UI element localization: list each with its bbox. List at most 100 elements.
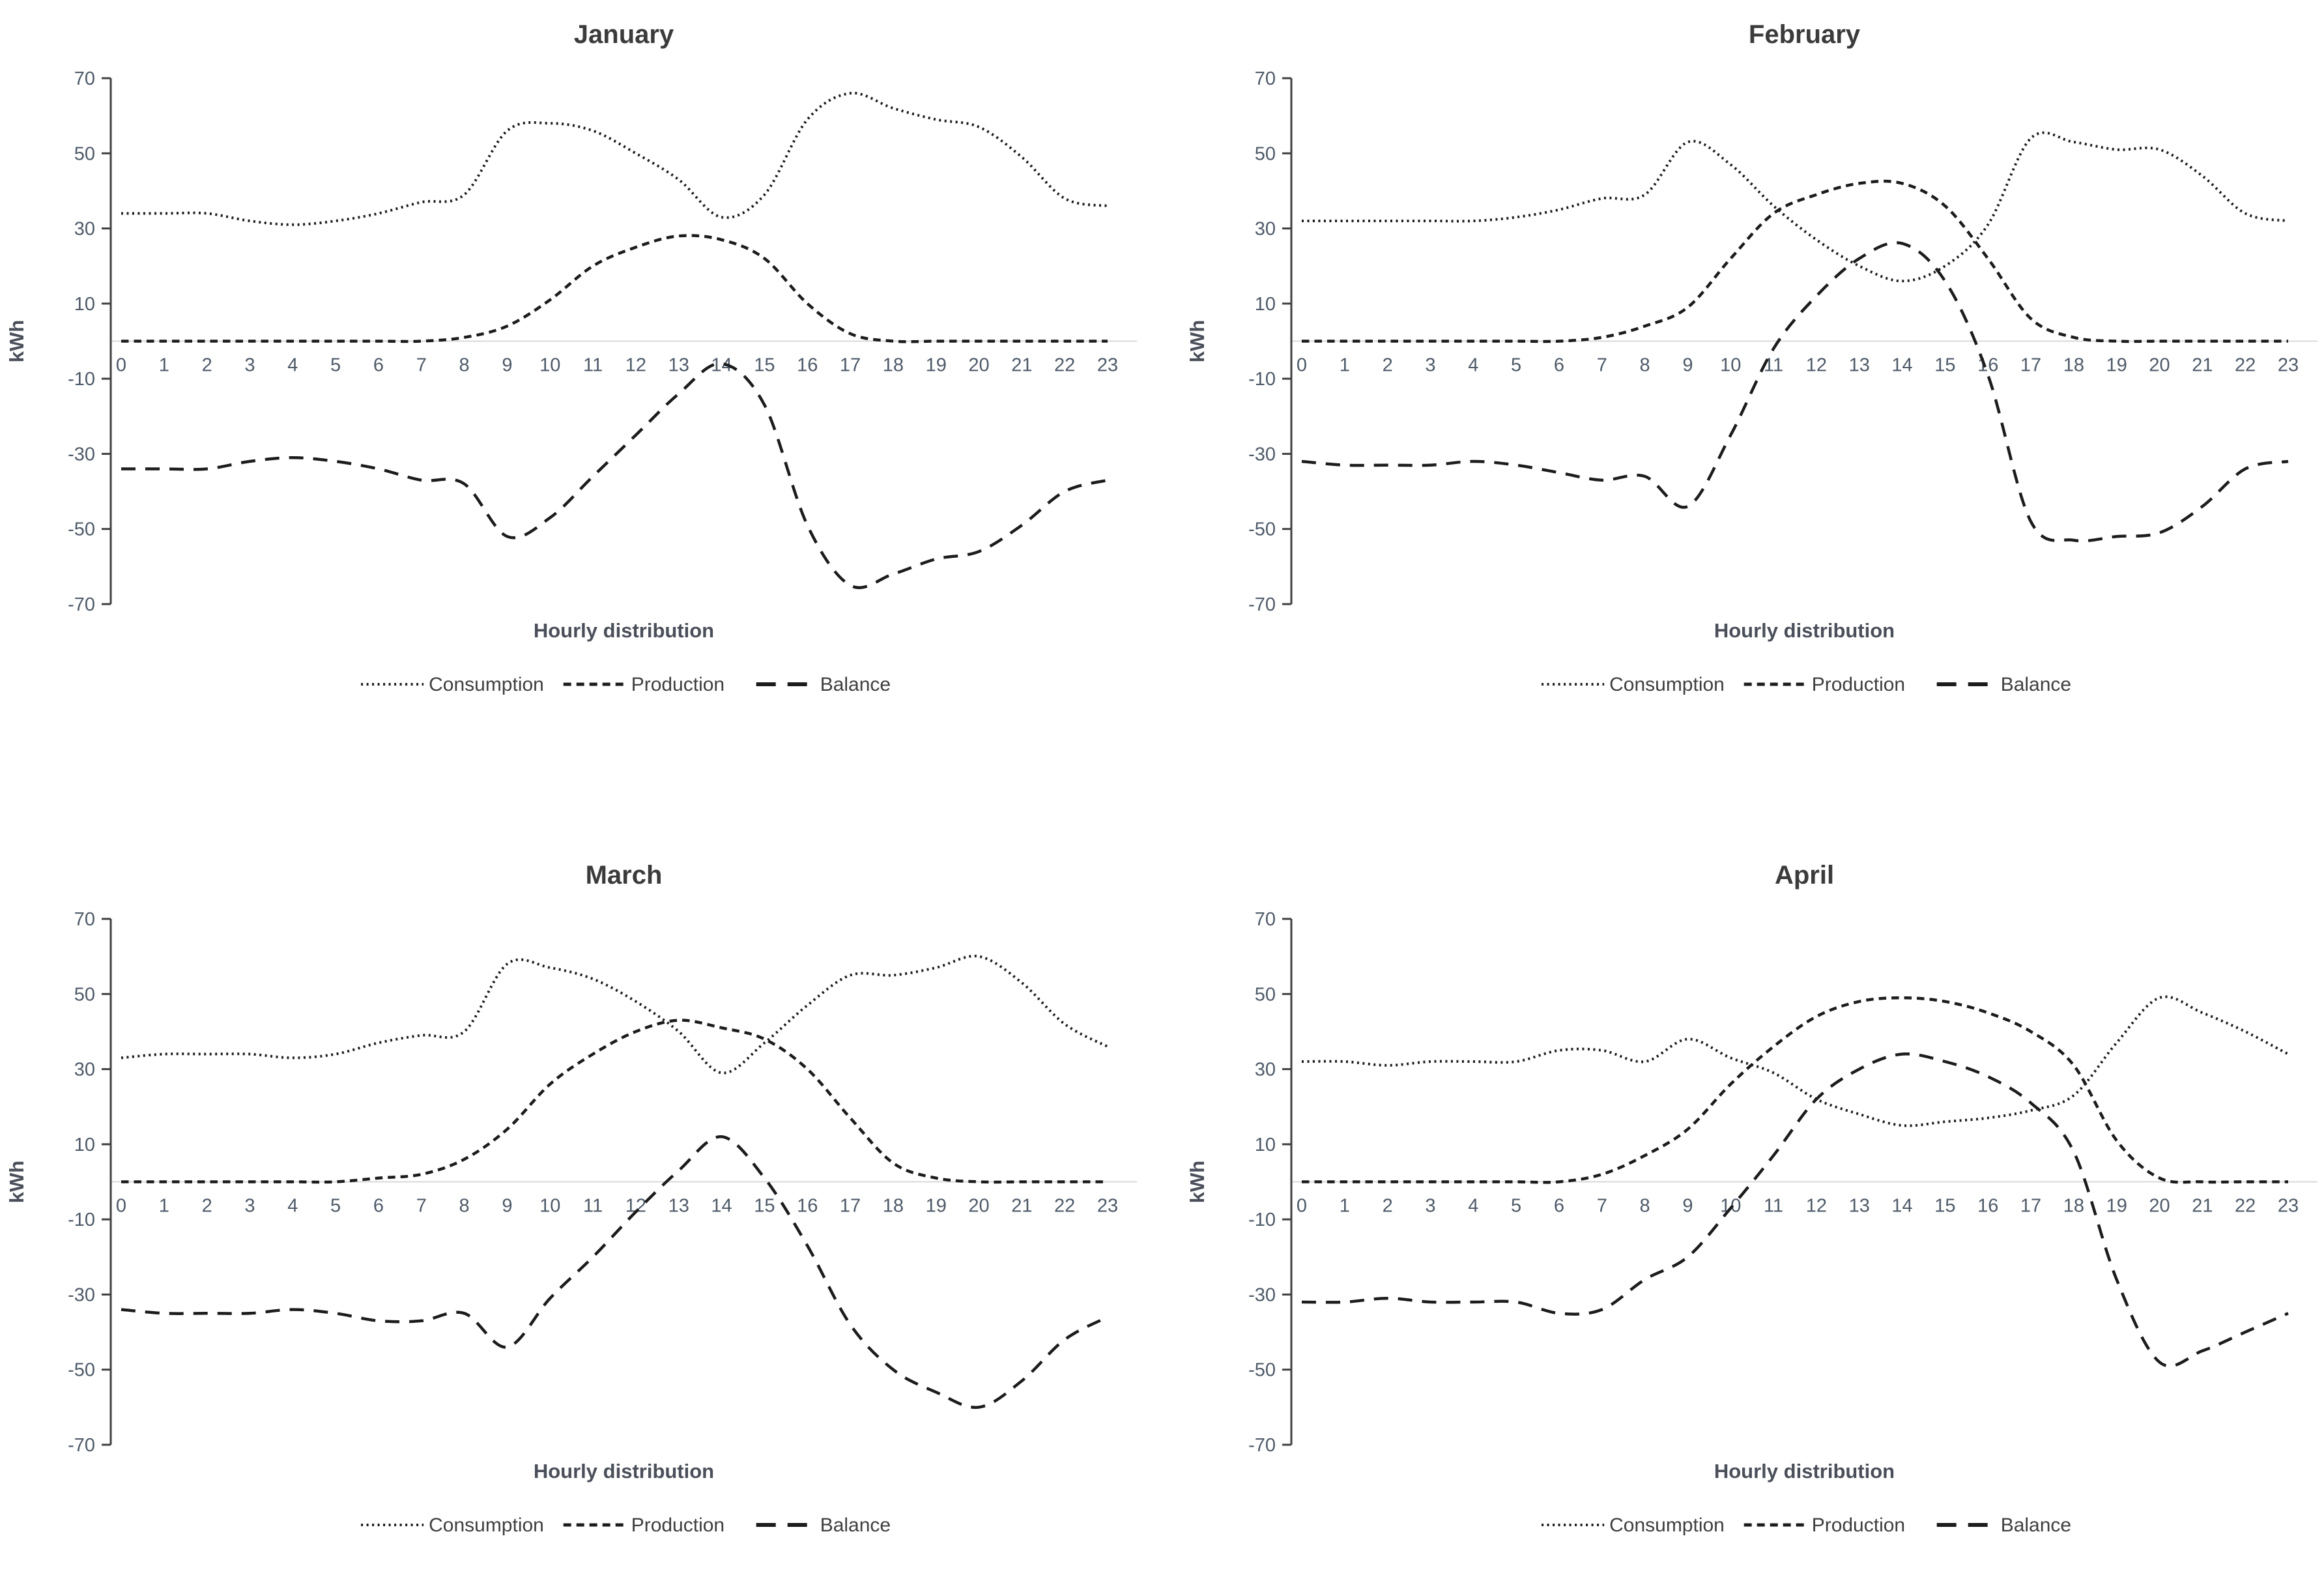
x-tick-label: 19 [926, 1196, 947, 1217]
x-tick-label: 13 [668, 1196, 689, 1217]
x-tick-label: 10 [1720, 355, 1741, 376]
series-line-production [121, 234, 1108, 343]
legend-item-consumption: Consumption [361, 1514, 544, 1536]
x-tick-label: 11 [1764, 1196, 1783, 1217]
x-tick-label: 13 [1849, 1196, 1870, 1217]
legend-label: Balance [2001, 674, 2071, 695]
legend-label: Production [631, 674, 724, 695]
x-tick-label: 7 [416, 355, 427, 376]
x-tick-label: 12 [1806, 355, 1827, 376]
y-tick-label: 50 [74, 143, 95, 164]
x-tick-label: 20 [968, 355, 989, 376]
series-line-consumption [121, 91, 1108, 226]
x-tick-label: 12 [625, 355, 646, 376]
legend-label: Production [1812, 674, 1905, 695]
chart-title: February [1749, 20, 1861, 49]
x-tick-label: 22 [1054, 355, 1075, 376]
y-tick-label: 30 [74, 219, 95, 240]
y-tick-label: -10 [1248, 369, 1276, 390]
x-tick-label: 14 [711, 1196, 732, 1217]
x-tick-label: 23 [2278, 355, 2299, 376]
y-tick-label: -50 [68, 519, 95, 540]
legend-item-production: Production [1743, 674, 1905, 695]
x-tick-label: 18 [883, 355, 904, 376]
y-tick-label: 10 [1255, 294, 1276, 315]
chart-panel-february: February 70 50 30 10 -10 -30 -50 -70 0 1 2 3 4 5 6 7 8 9 10… [1162, 0, 2324, 753]
series-line-balance [121, 1135, 1109, 1409]
x-tick-label: 3 [244, 1196, 255, 1217]
x-tick-label: 9 [1682, 1196, 1693, 1217]
x-tick-label: 6 [373, 355, 384, 376]
y-tick-label: 30 [1255, 219, 1276, 240]
x-tick-label: 17 [840, 1196, 861, 1217]
x-tick-label: 5 [330, 355, 341, 376]
x-tick-label: 21 [1011, 355, 1032, 376]
y-tick-label: -50 [1248, 1360, 1276, 1381]
x-tick-label: 14 [1891, 1196, 1912, 1217]
y-tick-label: 50 [74, 984, 95, 1005]
x-tick-label: 5 [1511, 1196, 1521, 1217]
y-tick-label: -50 [1248, 519, 1276, 540]
legend-item-balance: Balance [1936, 674, 2071, 695]
x-tick-label: 16 [1977, 1196, 1998, 1217]
series-line-balance [121, 362, 1108, 590]
y-tick-label: 70 [1255, 68, 1276, 89]
x-tick-label: 1 [1340, 1196, 1350, 1217]
x-tick-label: 18 [2063, 1196, 2084, 1217]
x-tick-label: 15 [1934, 1196, 1955, 1217]
chart-panel-march: March 70 50 30 10 -10 -30 -50 -70 0 1 2 3 4 5 6 7 8 9 10 11 1… [0, 841, 1162, 1594]
y-tick-label: -70 [68, 1435, 95, 1456]
x-tick-label: 11 [583, 355, 603, 376]
x-tick-label: 22 [2235, 1196, 2256, 1217]
y-tick-label: 70 [74, 909, 95, 930]
series-line-production [1302, 996, 2288, 1184]
x-tick-label: 8 [459, 1196, 470, 1217]
legend-item-production: Production [563, 674, 724, 695]
x-tick-label: 3 [244, 355, 255, 376]
x-axis-title: Hourly distribution [534, 619, 714, 642]
x-tick-label: 4 [1468, 355, 1478, 376]
x-tick-label: 20 [968, 1196, 989, 1217]
x-tick-label: 5 [330, 1196, 341, 1217]
x-tick-label: 18 [883, 1196, 904, 1217]
x-tick-label: 7 [416, 1196, 427, 1217]
legend-label: Balance [820, 674, 891, 695]
legend-item-balance: Balance [756, 1514, 891, 1536]
y-axis-title: kWh [5, 320, 28, 362]
x-tick-label: 23 [1097, 355, 1118, 376]
x-tick-label: 16 [797, 355, 818, 376]
x-tick-label: 21 [2192, 355, 2213, 376]
legend-item-consumption: Consumption [1542, 1514, 1725, 1536]
legend-label: Consumption [1609, 1514, 1725, 1536]
x-tick-label: 13 [668, 355, 689, 376]
x-tick-label: 9 [1682, 355, 1693, 376]
x-tick-label: 9 [502, 355, 512, 376]
x-tick-label: 4 [1468, 1196, 1478, 1217]
legend-item-production: Production [1743, 1514, 1905, 1536]
x-tick-label: 3 [1425, 1196, 1435, 1217]
y-axis-title: kWh [5, 1161, 28, 1203]
legend-label: Consumption [1609, 674, 1725, 695]
x-tick-label: 1 [159, 1196, 169, 1217]
y-tick-label: 10 [74, 1135, 95, 1155]
y-tick-label: -70 [1248, 1435, 1276, 1456]
y-tick-label: -10 [1248, 1210, 1276, 1230]
y-axis-title: kWh [1186, 1161, 1209, 1203]
x-tick-label: 15 [1934, 355, 1955, 376]
y-tick-label: 10 [74, 294, 95, 315]
x-tick-label: 2 [202, 355, 212, 376]
x-tick-label: 13 [1849, 355, 1870, 376]
chart-panel-january: January 70 50 30 10 -10 -30 -50 -70 0 1 2 3 4 5 6 7 8 9 10 1… [0, 0, 1162, 753]
series-line-consumption [121, 955, 1108, 1075]
chart-title: January [574, 20, 674, 49]
y-tick-label: -10 [68, 369, 95, 390]
x-tick-label: 22 [1054, 1196, 1075, 1217]
x-tick-label: 4 [287, 355, 298, 376]
y-tick-label: 30 [1255, 1060, 1276, 1080]
x-tick-label: 20 [2149, 355, 2170, 376]
x-tick-label: 17 [2020, 355, 2041, 376]
x-tick-label: 1 [1340, 355, 1350, 376]
legend-label: Production [631, 1514, 724, 1536]
